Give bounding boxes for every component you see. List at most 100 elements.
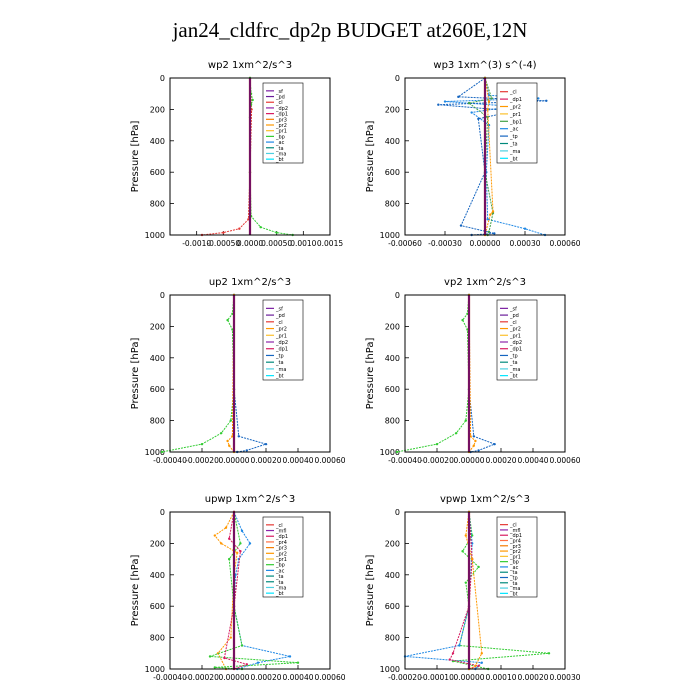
series-point: [467, 101, 471, 105]
series-point: [245, 663, 248, 666]
x-tick-label: 0.00060: [549, 456, 580, 465]
x-tick-label: 0.0015: [317, 239, 343, 248]
x-tick-label: 0.00020: [485, 456, 516, 465]
legend-label: _tp: [275, 353, 284, 359]
series-line-cl: [201, 77, 253, 236]
series-line-ac: [233, 511, 291, 670]
legend-label: _pr1: [275, 333, 287, 339]
series-point: [220, 542, 223, 545]
legend-label: _mfl: [275, 529, 287, 535]
series-point: [251, 98, 254, 102]
chart-panel-6: vpwp 1xm^2/s^3 Pressure [hPa] 0 200 400 600 80…: [365, 494, 581, 682]
legend-label: _pr1: [275, 129, 287, 135]
series-point: [477, 449, 480, 452]
y-tick-label: 400: [150, 354, 165, 363]
y-tick-label: 1000: [380, 665, 400, 674]
legend: _sf_pd_cl_pr2_pr1_dp2_dp1_tp_ta_ma_bt: [262, 299, 304, 381]
y-axis-label: Pressure [hPa]: [365, 555, 376, 627]
series-point: [275, 231, 278, 234]
series-point: [545, 99, 548, 102]
series-point: [240, 529, 244, 533]
y-tick-label: 0: [395, 508, 400, 517]
legend-label: _ac: [275, 140, 285, 146]
series-point: [229, 636, 232, 639]
legend-label: _ta: [509, 360, 518, 366]
series-point: [459, 224, 463, 227]
legend-label: _bp: [509, 560, 519, 566]
y-tick-label: 0: [395, 291, 400, 300]
x-tick-label: 0.00020: [517, 673, 548, 682]
legend-label: _dp1: [275, 347, 288, 353]
plot-frame: [404, 511, 566, 670]
series-point: [472, 435, 475, 438]
y-tick-label: 600: [385, 602, 400, 611]
chart-panel-4: vp2 1xm^2/s^3 Pressure [hPa] 0 200 400 600 800…: [365, 277, 581, 465]
legend-label: _cl: [275, 523, 283, 529]
chart-panel-1: wp2 1xm^2/s^3 Pressure [hPa] 0 200 400 600 800…: [130, 60, 343, 248]
series-point: [213, 534, 216, 537]
series-point: [239, 550, 242, 553]
legend-label: _pr2: [275, 551, 287, 557]
legend-label: _dp1: [275, 534, 288, 540]
x-tick-label: -0.00020: [420, 456, 454, 465]
series-point: [474, 439, 477, 443]
legend-label: _ma: [509, 586, 520, 592]
legend-label: _sf: [275, 306, 283, 312]
x-tick-label: 0.00050: [261, 239, 292, 248]
legend-label: _ta: [275, 360, 284, 366]
legend-label: _ma: [275, 151, 286, 157]
chart-title: wp2 1xm^2/s^3: [208, 60, 292, 71]
y-tick-label: 600: [150, 385, 165, 394]
y-axis-label: Pressure [hPa]: [130, 121, 141, 193]
series-point: [264, 442, 268, 446]
x-tick-label: 0.00000: [218, 673, 249, 682]
legend: _cl_mfl_dp1_pr4_pr3_pr2_pr1_bp_ac_ta_tp_…: [496, 516, 538, 597]
series-point: [464, 534, 467, 537]
x-tick-label: -0.00060: [388, 239, 422, 248]
y-tick-label: 0: [160, 508, 165, 517]
series-point: [472, 444, 475, 447]
legend-label: _ac: [509, 127, 519, 133]
series-point: [461, 318, 464, 322]
x-tick-label: 0.00060: [314, 456, 345, 465]
plot-frame: [169, 294, 331, 453]
legend-label: _pr2: [275, 123, 287, 129]
series-point: [213, 666, 216, 669]
legend-label: _cl: [275, 100, 283, 106]
legend-label: _bt: [275, 157, 284, 163]
series-point: [457, 95, 460, 99]
legend-label: _pr3: [275, 117, 287, 123]
legend-label: _cl: [509, 90, 517, 96]
legend-label: _ma: [509, 367, 520, 373]
series-point: [256, 661, 260, 664]
legend-label: _dp2: [275, 340, 288, 346]
legend-label: _dp1: [509, 533, 522, 539]
series-point: [490, 97, 493, 100]
chart-title: up2 1xm^2/s^3: [209, 277, 291, 288]
chart-panel-3: up2 1xm^2/s^3 Pressure [hPa] 0 200 400 600 800…: [130, 277, 346, 465]
series-point: [464, 581, 467, 584]
legend-label: _pr1: [509, 554, 521, 560]
y-tick-label: 0: [160, 74, 165, 83]
series-point: [435, 442, 439, 446]
legend-label: _ta: [509, 581, 518, 587]
x-tick-label: -0.00040: [388, 456, 422, 465]
plot-frame: [169, 77, 331, 236]
series-point: [228, 444, 231, 447]
legend-label: _sf: [275, 89, 283, 95]
legend-label: _bp: [275, 563, 285, 569]
y-tick-label: 1000: [145, 231, 165, 240]
y-tick-label: 200: [385, 539, 400, 548]
chart-title: vpwp 1xm^2/s^3: [440, 494, 530, 505]
y-tick-label: 800: [150, 200, 165, 209]
y-tick-label: 800: [385, 417, 400, 426]
plot-frame: [169, 511, 331, 670]
legend-label: _pd: [509, 313, 519, 319]
series-point: [226, 439, 229, 443]
legend-label: _bt: [509, 156, 518, 162]
series-point: [160, 450, 164, 454]
series-point: [493, 442, 496, 446]
legend-label: _pr2: [275, 327, 287, 333]
series-point: [223, 656, 226, 660]
